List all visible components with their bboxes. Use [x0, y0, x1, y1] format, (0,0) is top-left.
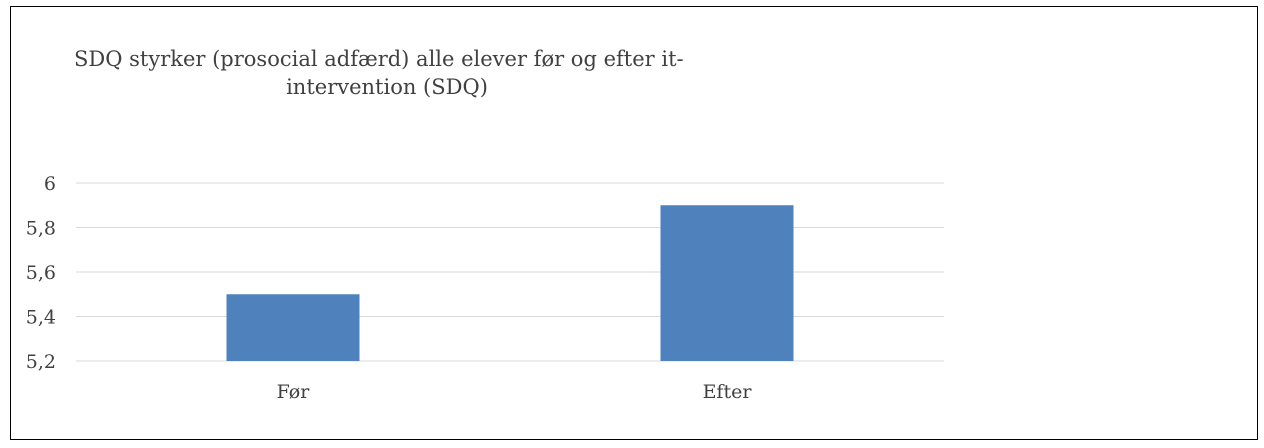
y-tick-label: 6	[44, 173, 56, 195]
x-axis-categories: Før Efter	[277, 381, 753, 403]
y-tick-label: 5,2	[26, 351, 56, 373]
chart-title-line-1: SDQ styrker (prosocial adfærd) alle elev…	[74, 47, 684, 71]
y-tick-label: 5,6	[26, 262, 56, 284]
bar-foer	[226, 294, 360, 361]
chart-frame	[10, 6, 1258, 440]
bar-efter	[660, 205, 794, 361]
chart-title-line-2: intervention (SDQ)	[286, 75, 488, 99]
x-category-label: Før	[277, 381, 311, 403]
y-tick-label: 5,4	[26, 307, 56, 329]
y-axis-ticks: 5,2 5,4 5,6 5,8 6	[26, 173, 56, 373]
gridlines	[76, 182, 944, 362]
bars	[226, 205, 794, 361]
x-category-label: Efter	[703, 381, 753, 403]
y-tick-label: 5,8	[26, 218, 56, 240]
